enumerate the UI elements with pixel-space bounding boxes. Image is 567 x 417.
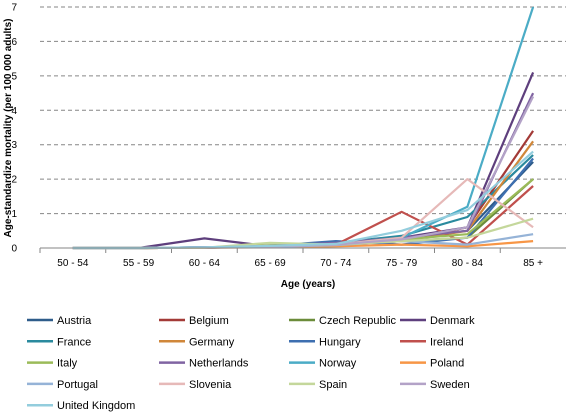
legend-label-austria: Austria bbox=[57, 315, 92, 327]
gridlines bbox=[40, 6, 566, 215]
x-tick-label: 70 - 74 bbox=[320, 258, 352, 269]
legend-label-united-kingdom: United Kingdom bbox=[57, 400, 135, 412]
legend-label-france: France bbox=[57, 336, 91, 348]
y-tick-label: 6 bbox=[11, 37, 17, 48]
legend-label-netherlands: Netherlands bbox=[189, 358, 249, 370]
y-tick-label: 7 bbox=[11, 3, 17, 14]
y-tick-label: 3 bbox=[11, 140, 17, 151]
x-axis-ticks: 50 - 54 55 - 59 60 - 64 65 - 69 70 - 74 75 - … bbox=[39, 248, 543, 269]
x-tick-label: 60 - 64 bbox=[189, 258, 221, 269]
y-axis-ticks: 0 1 2 3 4 5 6 7 bbox=[11, 3, 17, 255]
legend-label-germany: Germany bbox=[189, 336, 235, 348]
x-tick-label: 75 - 79 bbox=[386, 258, 418, 269]
y-axis-title: Age-standardize mortality (per 100 000 a… bbox=[3, 19, 14, 238]
legend-label-slovenia: Slovenia bbox=[189, 379, 232, 391]
x-tick-label: 50 - 54 bbox=[57, 258, 89, 269]
y-tick-label: 0 bbox=[11, 244, 17, 255]
x-tick-label: 85 + bbox=[523, 258, 543, 269]
y-tick-label: 4 bbox=[11, 106, 17, 117]
legend-label-sweden: Sweden bbox=[430, 379, 470, 391]
y-tick-label: 1 bbox=[11, 209, 17, 220]
legend-label-belgium: Belgium bbox=[189, 315, 229, 327]
legend-label-denmark: Denmark bbox=[430, 315, 475, 327]
legend-label-hungary: Hungary bbox=[319, 336, 361, 348]
series-lines bbox=[72, 6, 535, 250]
series-line-sweden bbox=[72, 96, 535, 250]
legend-label-norway: Norway bbox=[319, 358, 357, 370]
legend: Austria Belgium Czech Republic Denmark Franc… bbox=[27, 315, 475, 412]
legend-label-czech-republic: Czech Republic bbox=[319, 315, 397, 327]
x-axis-title: Age (years) bbox=[281, 279, 335, 290]
legend-label-portugal: Portugal bbox=[57, 379, 98, 391]
x-tick-label: 80 - 84 bbox=[452, 258, 484, 269]
y-tick-label: 2 bbox=[11, 175, 17, 186]
series-line-denmark bbox=[72, 71, 535, 250]
legend-label-italy: Italy bbox=[57, 358, 78, 370]
legend-label-poland: Poland bbox=[430, 358, 464, 370]
x-tick-label: 55 - 59 bbox=[123, 258, 155, 269]
series-line-netherlands bbox=[72, 92, 535, 250]
x-tick-label: 65 - 69 bbox=[255, 258, 287, 269]
legend-label-spain: Spain bbox=[319, 379, 347, 391]
y-tick-label: 5 bbox=[11, 71, 17, 82]
legend-label-ireland: Ireland bbox=[430, 336, 464, 348]
